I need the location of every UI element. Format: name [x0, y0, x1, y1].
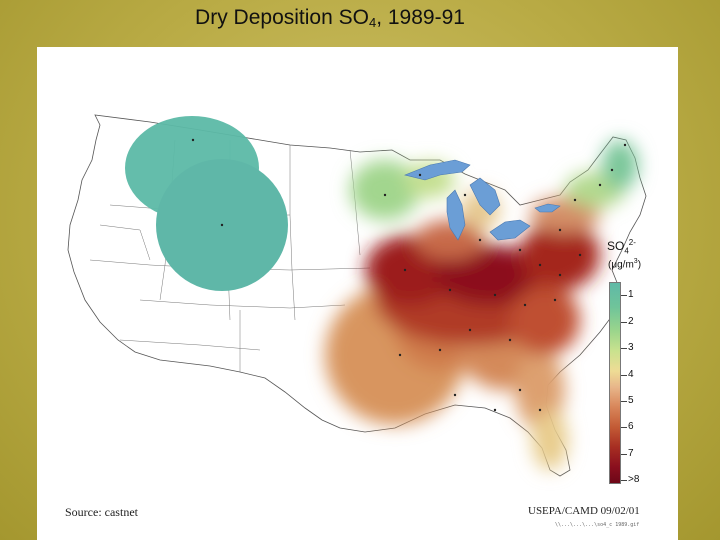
legend-tick: [621, 480, 627, 481]
credit-note: USEPA/CAMD 09/02/01: [528, 505, 640, 517]
legend-tick-label: 5: [628, 395, 634, 406]
legend-title-sub: 4: [624, 246, 629, 256]
legend-tick: [621, 427, 627, 428]
legend-tick: [621, 348, 627, 349]
title-subscript: 4: [368, 15, 377, 30]
legend-unit: (μg/m3): [608, 258, 641, 270]
legend-unit-sup: 3: [633, 258, 638, 265]
legend-color-bar: [609, 282, 621, 484]
legend-tick-label: 4: [628, 369, 634, 380]
legend-tick-label: 7: [628, 448, 634, 459]
legend-title: SO42-: [607, 238, 636, 255]
legend-tick: [621, 295, 627, 296]
legend-title-main: SO: [607, 239, 625, 253]
legend-unit-close: ): [637, 259, 642, 271]
legend-tick: [621, 375, 627, 376]
legend-unit-mu: μg/m: [611, 259, 634, 271]
title-prefix: Dry Deposition SO: [195, 6, 369, 29]
legend-tick: [621, 401, 627, 402]
legend-unit-open: (: [608, 259, 612, 271]
legend-tick: [621, 322, 627, 323]
title-suffix: , 1989-91: [376, 6, 465, 29]
legend-tick: [621, 454, 627, 455]
legend-title-sup: 2-: [628, 238, 636, 247]
legend-tick-label: 3: [628, 342, 634, 353]
great-lakes: [404, 159, 561, 241]
file-path-note: \\...\...\...\so4_c 1989.gif: [555, 522, 640, 528]
legend-tick-label: 6: [628, 421, 634, 432]
legend-tick-label: >8: [628, 474, 640, 485]
legend-tick-label: 2: [628, 316, 634, 327]
site-markers: [191, 138, 627, 412]
slide-title: Dry Deposition SO4, 1989-91: [0, 6, 660, 30]
legend-tick-label: 1: [628, 289, 634, 300]
source-note: Source: castnet: [65, 505, 138, 519]
